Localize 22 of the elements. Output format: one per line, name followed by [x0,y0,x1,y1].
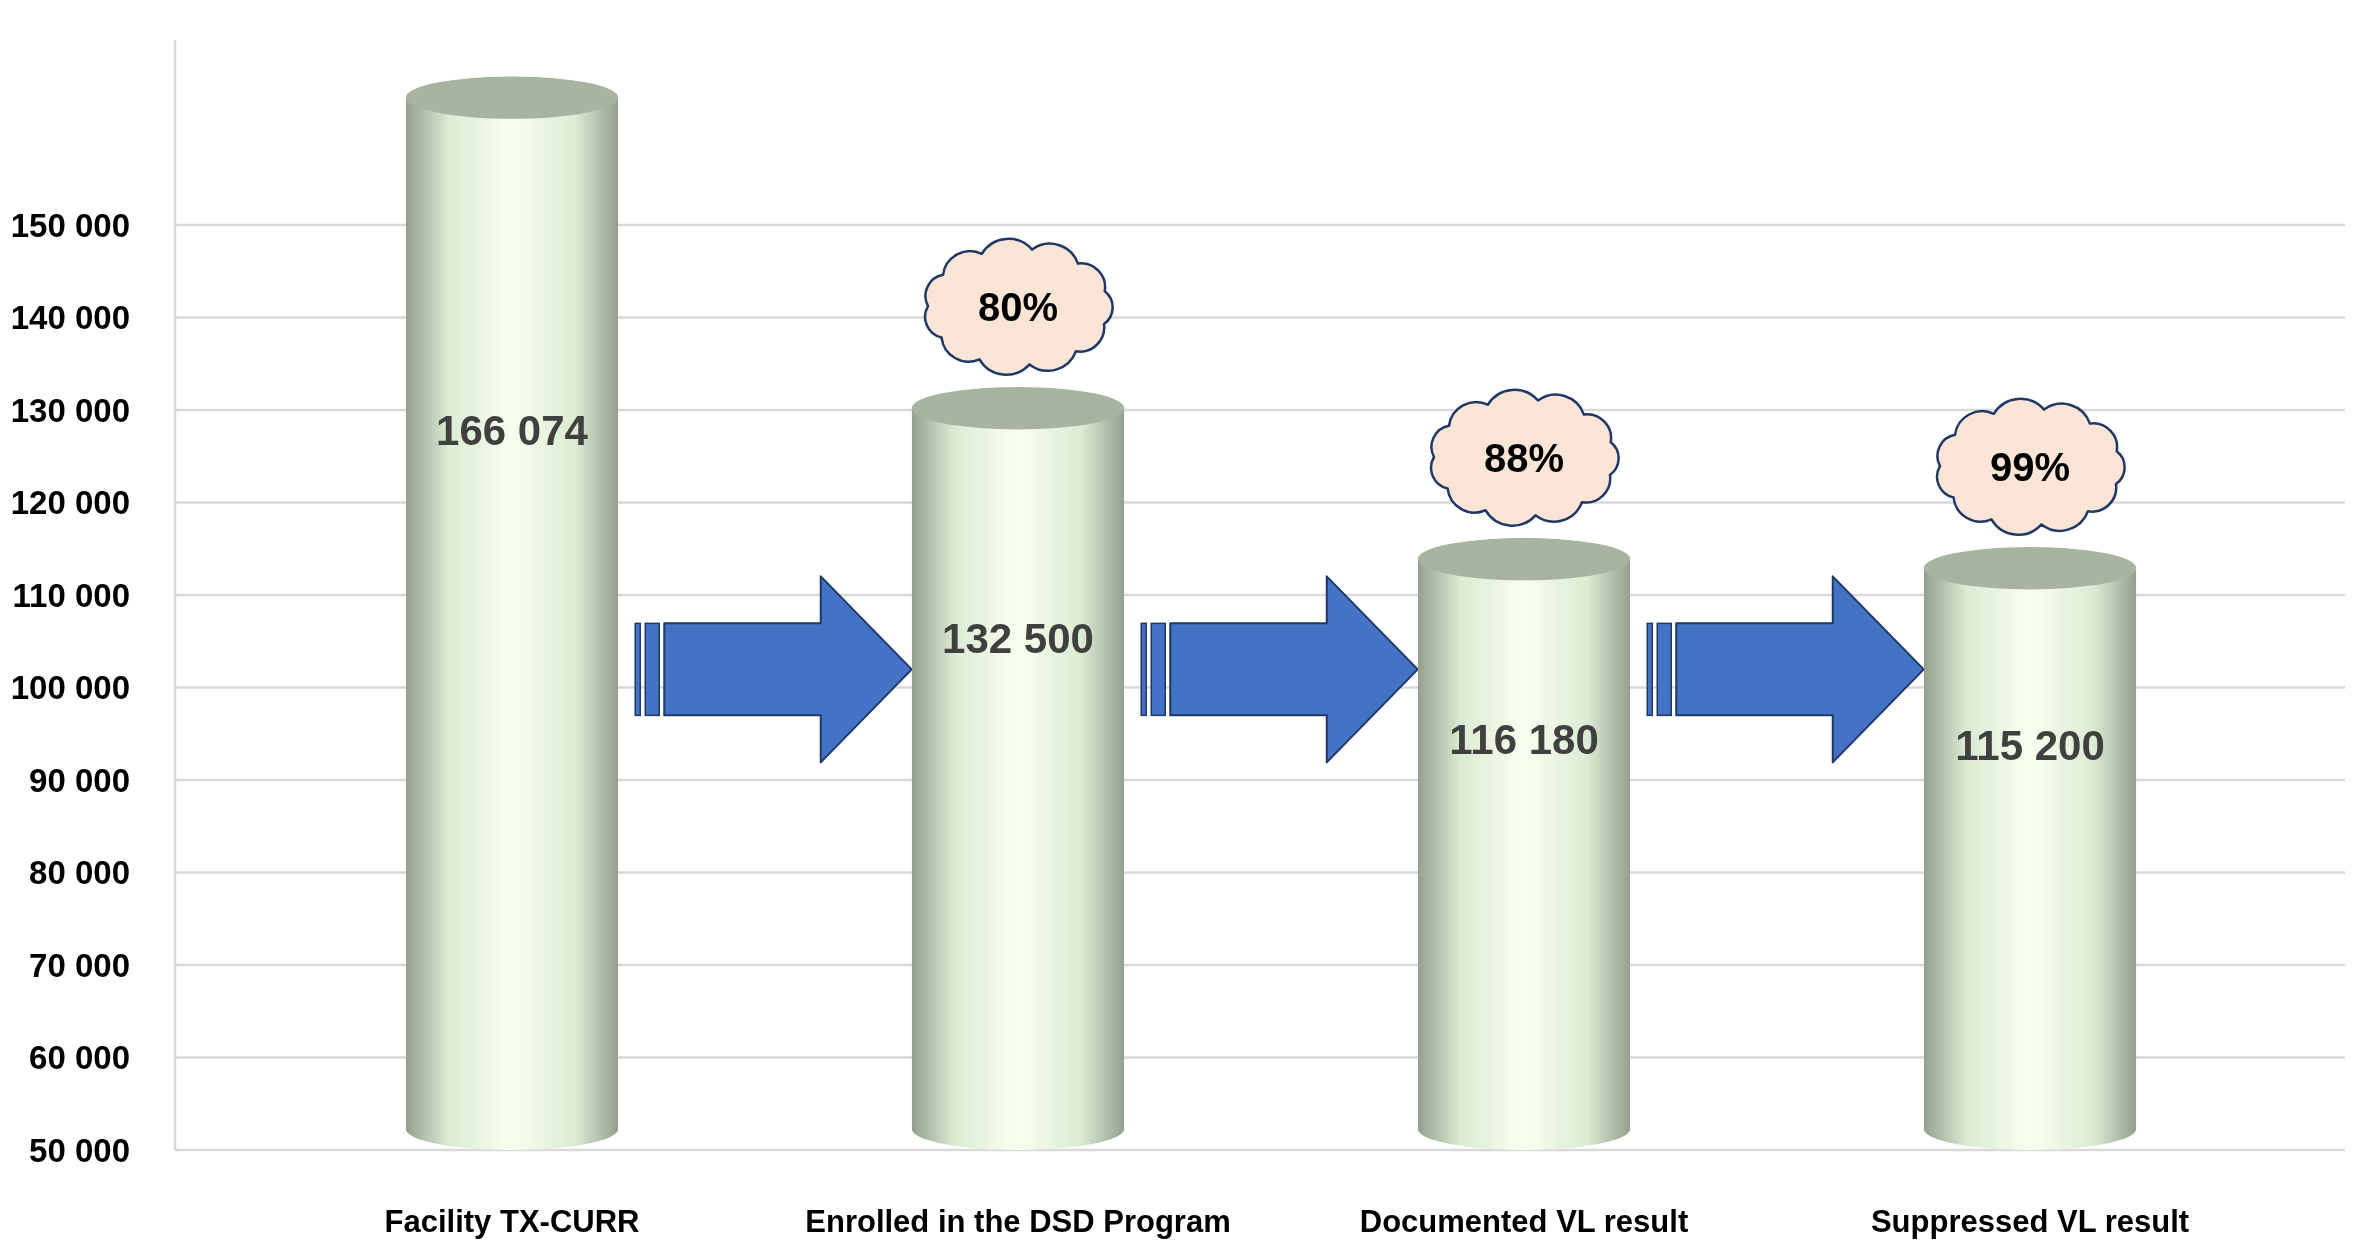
y-tick-label: 130 000 [10,391,130,429]
annotation: 88% [1483,435,1565,480]
x-tick-label: Enrolled in the DSD Program [805,1204,1231,1239]
y-tick-label: 100 000 [10,669,130,706]
data-label: 115 200 [1955,722,2105,770]
y-tick-label: 80 000 [29,854,130,891]
x-tick-label: Suppressed VL result [1870,1204,2190,1239]
data-label: 132 500 [942,615,1094,663]
y-tick-label: 110 000 [12,576,130,614]
y-tick-label: 70 000 [29,946,130,984]
x-tick-label: Facility TX-CURR [384,1204,640,1239]
y-tick-label: 90 000 [29,761,130,799]
y-tick-label: 60 000 [29,1039,130,1076]
y-tick-label: 140 000 [10,299,130,336]
y-tick-label: 50 000 [29,1131,130,1169]
y-tick-label: 150 000 [10,206,130,244]
y-tick-label: 120 000 [10,484,130,521]
annotation: 80% [977,284,1059,329]
data-label: 166 074 [436,407,589,455]
x-tick-label: Documented VL result [1359,1204,1689,1239]
data-label: 116 180 [1449,716,1599,764]
annotation: 99% [1989,444,2071,489]
